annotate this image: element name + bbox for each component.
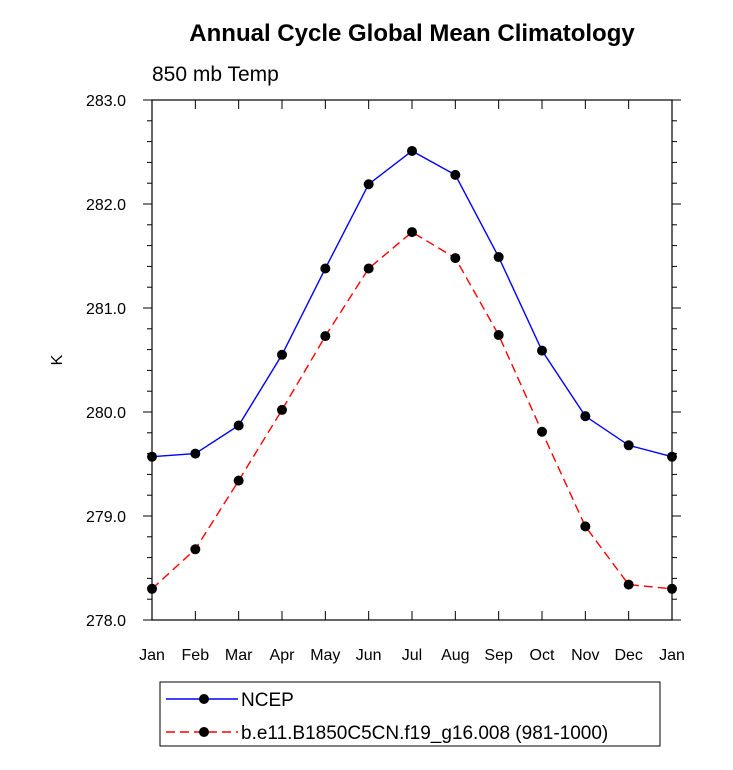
y-tick-label: 282.0 bbox=[86, 197, 126, 214]
y-axis-label: K bbox=[49, 354, 66, 365]
x-tick-label: Nov bbox=[571, 647, 599, 664]
series-2-point bbox=[363, 263, 374, 274]
series-2-point bbox=[233, 475, 244, 486]
x-tick-label: Sep bbox=[484, 647, 513, 664]
series-1-point bbox=[147, 451, 157, 462]
series-2-point bbox=[623, 579, 634, 590]
chart-subtitle: 850 mb Temp bbox=[152, 63, 279, 86]
series-1-point bbox=[450, 169, 461, 180]
legend-marker-2 bbox=[199, 727, 209, 737]
plot-frame bbox=[151, 99, 673, 621]
series-1-point bbox=[277, 349, 287, 360]
series-2-point bbox=[147, 583, 157, 594]
series-2-point bbox=[277, 404, 287, 415]
legend-marker-1 bbox=[199, 694, 209, 704]
series-2-point bbox=[190, 544, 201, 555]
y-tick-labels: 278.0 279.0 280.0 281.0 282.0 283.0 bbox=[86, 93, 126, 630]
x-tick-label: Oct bbox=[530, 647, 555, 664]
series-1-point bbox=[623, 440, 634, 451]
y-tick-label: 278.0 bbox=[86, 613, 126, 630]
series-1-point bbox=[667, 451, 677, 462]
x-tick-labels: Jan Feb Mar Apr May Jun Jul Aug Sep Oct Nov Dec Jan bbox=[139, 647, 685, 664]
series-1-point bbox=[190, 448, 201, 459]
y-tick-label: 279.0 bbox=[86, 509, 126, 526]
series-line-2 bbox=[151, 231, 673, 590]
series-2-point bbox=[580, 521, 591, 532]
x-tick-label: Jan bbox=[659, 647, 685, 664]
series-2-point bbox=[537, 426, 547, 437]
axis-ticks bbox=[143, 99, 681, 621]
series-1-point bbox=[537, 345, 547, 356]
legend: NCEP b.e11.B1850C5CN.f19_g16.008 (981-100… bbox=[166, 690, 608, 744]
series-2-point bbox=[320, 331, 331, 342]
x-tick-label: Feb bbox=[182, 647, 210, 664]
series-line-1 bbox=[151, 150, 673, 458]
x-tick-label: May bbox=[310, 647, 340, 664]
series-1-point bbox=[233, 420, 244, 431]
series-2-point bbox=[493, 330, 504, 341]
legend-box bbox=[159, 681, 661, 747]
series-1-point bbox=[320, 263, 331, 274]
series-1-point bbox=[493, 252, 504, 263]
legend-label-2: b.e11.B1850C5CN.f19_g16.008 (981-1000) bbox=[241, 723, 608, 744]
series-2-point bbox=[407, 227, 417, 238]
series-1-point bbox=[580, 411, 591, 422]
y-tick-label: 283.0 bbox=[86, 93, 126, 110]
chart-title: Annual Cycle Global Mean Climatology bbox=[189, 20, 635, 47]
x-tick-label: Jun bbox=[356, 647, 382, 664]
x-tick-label: Mar bbox=[225, 647, 253, 664]
legend-label-1: NCEP bbox=[241, 690, 294, 711]
x-tick-label: Dec bbox=[614, 647, 642, 664]
x-tick-label: Jan bbox=[139, 647, 165, 664]
x-tick-label: Apr bbox=[270, 647, 296, 664]
series-layer bbox=[147, 145, 677, 594]
series-1-point bbox=[407, 145, 417, 156]
y-tick-label: 281.0 bbox=[86, 301, 126, 318]
series-1-point bbox=[363, 179, 374, 190]
x-tick-label: Jul bbox=[402, 647, 422, 664]
series-2-point bbox=[450, 253, 461, 264]
x-tick-label: Aug bbox=[441, 647, 469, 664]
series-2-point bbox=[667, 583, 677, 594]
y-tick-label: 280.0 bbox=[86, 405, 126, 422]
